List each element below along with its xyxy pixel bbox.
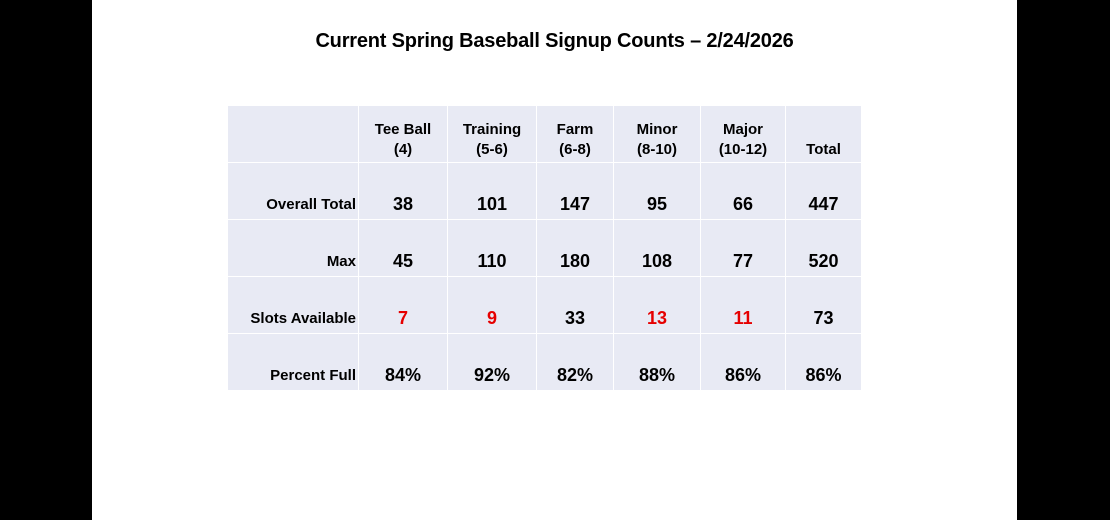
- table-cell: 82%: [536, 333, 614, 391]
- column-header-farm: Farm (6-8): [536, 105, 614, 163]
- table-cell: 95: [613, 162, 701, 220]
- table-row-slots-available: Slots Available 7 9 33 13 11 73: [227, 276, 862, 334]
- table-cell-highlighted: 9: [447, 276, 537, 334]
- header-corner-cell: [227, 105, 359, 163]
- table-header-row: Tee Ball (4) Training (5-6) Farm (6-8) Mino…: [227, 105, 862, 163]
- table-cell: 92%: [447, 333, 537, 391]
- table-cell: 180: [536, 219, 614, 277]
- table-cell: 108: [613, 219, 701, 277]
- table-cell: 84%: [358, 333, 448, 391]
- table-cell: 73: [785, 276, 862, 334]
- table-cell: 33: [536, 276, 614, 334]
- column-header-tee-ball: Tee Ball (4): [358, 105, 448, 163]
- table-cell: 77: [700, 219, 786, 277]
- table-cell: 110: [447, 219, 537, 277]
- table-row-overall-total: Overall Total 38 101 147 95 66 447: [227, 162, 862, 220]
- row-label: Slots Available: [227, 276, 359, 334]
- table-cell: 88%: [613, 333, 701, 391]
- table-cell-highlighted: 11: [700, 276, 786, 334]
- column-header-total: Total: [785, 105, 862, 163]
- table-cell: 447: [785, 162, 862, 220]
- table-cell: 101: [447, 162, 537, 220]
- slide: Current Spring Baseball Signup Counts – …: [92, 0, 1017, 520]
- table-row-percent-full: Percent Full 84% 92% 82% 88% 86% 86%: [227, 333, 862, 391]
- row-label: Overall Total: [227, 162, 359, 220]
- column-header-training: Training (5-6): [447, 105, 537, 163]
- table-cell: 86%: [785, 333, 862, 391]
- table-cell: 66: [700, 162, 786, 220]
- signup-counts-table: Tee Ball (4) Training (5-6) Farm (6-8) Mino…: [227, 105, 862, 391]
- table-cell: 147: [536, 162, 614, 220]
- column-header-minor: Minor (8-10): [613, 105, 701, 163]
- table-cell-highlighted: 13: [613, 276, 701, 334]
- table-row-max: Max 45 110 180 108 77 520: [227, 219, 862, 277]
- page-title: Current Spring Baseball Signup Counts – …: [315, 30, 794, 52]
- table-cell-highlighted: 7: [358, 276, 448, 334]
- table-cell: 86%: [700, 333, 786, 391]
- table-cell: 520: [785, 219, 862, 277]
- table-cell: 45: [358, 219, 448, 277]
- table-cell: 38: [358, 162, 448, 220]
- column-header-major: Major (10-12): [700, 105, 786, 163]
- row-label: Percent Full: [227, 333, 359, 391]
- row-label: Max: [227, 219, 359, 277]
